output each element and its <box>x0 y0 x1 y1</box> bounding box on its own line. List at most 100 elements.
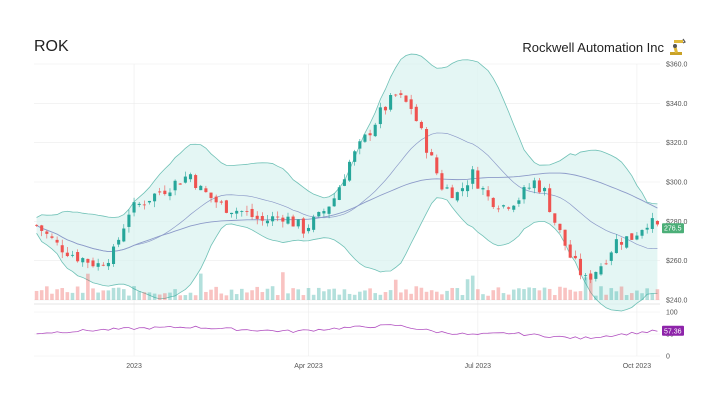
volume-bar <box>553 295 557 300</box>
candle-body <box>635 235 639 240</box>
candle-body <box>558 223 562 231</box>
candle-body <box>389 95 393 110</box>
candle-body <box>81 258 85 263</box>
candle-body <box>204 188 208 193</box>
candle-body <box>496 208 500 210</box>
volume-bar <box>460 295 465 300</box>
volume-bar <box>604 294 608 300</box>
volume-bar <box>168 292 172 300</box>
volume-bar <box>609 288 614 300</box>
volume-bar <box>532 288 537 300</box>
volume-bar <box>337 294 342 300</box>
volume-bar <box>614 291 619 300</box>
moving-average-line <box>36 172 658 253</box>
volume-bar <box>142 292 147 300</box>
volume-bar <box>547 288 552 300</box>
candle-body <box>342 179 346 186</box>
candle-body <box>532 180 536 189</box>
volume-bar <box>347 293 352 300</box>
candle-body <box>568 244 572 258</box>
volume-bar <box>388 290 393 300</box>
candle-body <box>363 134 367 142</box>
candle-body <box>199 185 203 191</box>
candle-body <box>594 271 598 279</box>
candle-body <box>435 157 439 174</box>
volume-bar <box>640 293 644 300</box>
candle-body <box>91 260 95 267</box>
rsi-tick-label: 100 <box>666 310 678 317</box>
last-price-label: 276.5 <box>664 226 682 233</box>
volume-bar <box>645 288 649 300</box>
volume-bar <box>127 295 131 300</box>
volume-bar <box>152 293 157 300</box>
candle-body <box>348 161 352 181</box>
volume-bar <box>491 290 496 300</box>
candle-body <box>327 206 331 214</box>
candle-body <box>604 263 608 265</box>
candle-body <box>486 190 490 197</box>
volume-bar <box>188 292 193 300</box>
volume-bar <box>137 291 141 300</box>
volume-bar <box>111 287 116 300</box>
volume-bar <box>327 289 331 300</box>
candle-body <box>589 273 593 280</box>
volume-bar <box>55 289 59 300</box>
candle-body <box>476 170 480 189</box>
candle-body <box>522 187 526 200</box>
candle-body <box>419 121 423 129</box>
candle-body <box>265 220 270 224</box>
candle-body <box>537 180 541 193</box>
volume-bar <box>178 295 183 300</box>
price-tick-label: $240.0 <box>666 298 688 305</box>
last-price-tag <box>662 223 684 234</box>
candle-body <box>512 205 516 210</box>
volume-bar <box>311 294 316 300</box>
volume-bar <box>399 292 403 300</box>
volume-bar <box>101 290 106 300</box>
candle-body <box>147 200 151 203</box>
volume-bar <box>322 291 326 300</box>
volume-bar <box>255 286 260 300</box>
volume-bar <box>296 289 301 300</box>
volume-bar <box>481 294 485 300</box>
candle-body <box>645 227 649 230</box>
candle-body <box>543 187 547 192</box>
candle-body <box>450 187 454 199</box>
volume-bar <box>147 292 152 300</box>
candle-body <box>378 107 382 125</box>
volume-bar <box>240 288 244 300</box>
volume-bar <box>650 293 655 300</box>
candle-body <box>55 239 59 243</box>
candle-body <box>276 216 280 218</box>
volume-bar <box>588 274 593 300</box>
volume-bar <box>501 293 506 300</box>
volume-bar <box>291 288 295 300</box>
volume-bar <box>511 289 516 300</box>
volume-bar <box>270 286 275 300</box>
robot-arm-icon <box>670 38 686 55</box>
volume-bar <box>65 292 70 300</box>
bollinger-band <box>36 54 658 311</box>
volume-bar <box>91 288 95 300</box>
candle-body <box>296 219 300 227</box>
candle-body <box>183 176 187 183</box>
candle-body <box>409 99 413 109</box>
candle-body <box>404 95 408 102</box>
candle-body <box>111 246 116 264</box>
volume-bar <box>250 290 254 300</box>
candle-body <box>430 152 434 156</box>
candle-body <box>655 220 659 225</box>
candle-body <box>158 191 162 193</box>
candle-body <box>373 124 377 137</box>
candle-body <box>255 215 259 219</box>
volume-bar <box>173 289 177 300</box>
volume-bar <box>332 288 336 300</box>
volume-bar <box>409 293 413 300</box>
candle-body <box>353 151 357 162</box>
volume-bar <box>229 289 234 300</box>
volume-bar <box>470 275 475 300</box>
candle-body <box>50 236 54 238</box>
volume-bar <box>183 295 188 300</box>
volume-bar <box>383 292 388 300</box>
candle-body <box>445 187 449 189</box>
